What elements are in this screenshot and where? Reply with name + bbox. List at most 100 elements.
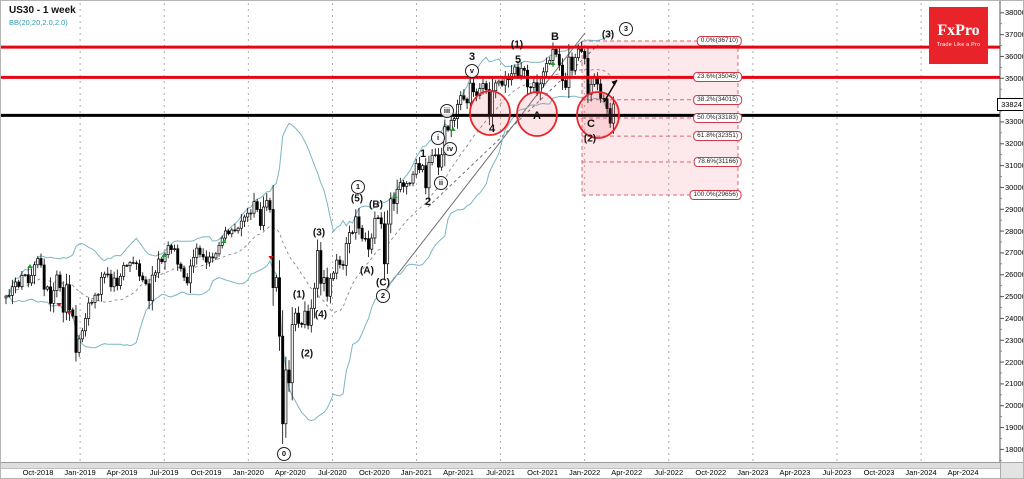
highlight-circle[interactable]: [516, 91, 558, 137]
price-axis-label: 38000: [1005, 8, 1024, 18]
candle-body: [147, 283, 151, 301]
current-price-tag: 33824: [997, 98, 1023, 111]
wave-label-circled[interactable]: ii: [434, 176, 448, 190]
candle-body: [166, 245, 170, 255]
wave-label[interactable]: (2): [300, 348, 314, 360]
wave-label-circled[interactable]: v: [465, 64, 479, 78]
wave-label[interactable]: (5): [350, 193, 364, 205]
candle-body: [478, 88, 482, 96]
candle-body: [29, 275, 33, 284]
wave-label[interactable]: 5: [514, 54, 522, 66]
candle-body: [58, 274, 62, 288]
wave-label[interactable]: (4): [314, 309, 328, 321]
wave-label[interactable]: (C): [376, 277, 390, 289]
candle-body: [119, 275, 122, 286]
symbol-title: US30 - 1 week: [9, 5, 76, 16]
candle-body: [332, 272, 335, 279]
candle-body: [201, 253, 205, 258]
candle-body: [281, 335, 285, 425]
candle-body: [328, 278, 332, 297]
candle-body: [500, 80, 504, 86]
candle-body: [87, 302, 91, 319]
wave-label[interactable]: 3: [468, 51, 476, 63]
wave-label-circled[interactable]: 3: [619, 22, 633, 36]
wave-label[interactable]: (3): [601, 29, 615, 41]
candle-body: [309, 307, 313, 326]
buy-arrow-icon: [550, 61, 556, 65]
candle-body: [112, 277, 116, 288]
candle-body: [287, 369, 291, 384]
wave-label-circled[interactable]: iv: [443, 142, 457, 156]
candle-body: [583, 51, 587, 59]
candle-body: [115, 277, 119, 286]
wave-label[interactable]: (2): [583, 133, 597, 145]
candle-body: [497, 80, 501, 84]
candle-body: [389, 198, 393, 225]
wave-label[interactable]: 4: [488, 123, 496, 135]
wave-label[interactable]: (A): [360, 265, 374, 277]
candle-body: [179, 263, 183, 269]
time-axis-label: Jul-2019: [149, 468, 179, 477]
wave-label-circled[interactable]: iii: [440, 104, 454, 118]
candle-body: [452, 118, 456, 121]
candle-body: [173, 248, 176, 250]
time-axis-label: Jan-2020: [232, 468, 264, 477]
candle-body: [103, 273, 107, 278]
candle-body: [529, 86, 533, 88]
candle-body: [249, 212, 253, 215]
candle-body: [217, 245, 221, 255]
price-axis-label: 35000: [1005, 73, 1024, 83]
price-axis-label: 22000: [1005, 357, 1024, 367]
candle-body: [532, 82, 536, 88]
sell-arrow-icon: [66, 311, 72, 315]
candle-body: [17, 281, 21, 287]
candle-body: [99, 276, 103, 295]
fxpro-logo-text: FxPro: [937, 22, 980, 39]
candle-body: [580, 48, 584, 52]
candle-body: [125, 265, 129, 267]
candle-body: [430, 155, 434, 163]
candle-body: [357, 216, 361, 229]
candle-body: [370, 237, 374, 250]
candle-body: [611, 103, 615, 124]
price-axis-label: 28000: [1005, 226, 1024, 236]
candle-body: [223, 230, 227, 239]
fibonacci-level-label: 38.2%(34015): [693, 94, 742, 105]
wave-label[interactable]: (B): [369, 199, 383, 211]
candle-body: [14, 281, 17, 288]
candle-body: [230, 229, 234, 235]
candle-body: [554, 48, 558, 55]
wave-label-circled[interactable]: 1: [351, 180, 365, 194]
candle-body: [519, 67, 523, 77]
candle-body: [293, 312, 297, 325]
time-axis-scrollbar[interactable]: [1, 462, 1000, 469]
candle-body: [472, 82, 475, 93]
buy-arrow-icon: [392, 194, 398, 198]
price-axis-label: 27000: [1005, 248, 1024, 258]
wave-label-circled[interactable]: 0: [277, 447, 291, 461]
bollinger-lower-band: [5, 95, 614, 422]
wave-label[interactable]: A: [533, 110, 541, 122]
wave-label[interactable]: (3): [312, 227, 326, 239]
price-axis-label: 20000: [1005, 401, 1024, 411]
candle-body: [290, 324, 294, 384]
highlight-circle[interactable]: [469, 90, 511, 136]
candle-body: [138, 263, 142, 277]
wave-label[interactable]: (1): [510, 39, 524, 51]
candle-body: [522, 67, 526, 71]
highlight-circle[interactable]: [576, 91, 620, 139]
wave-label[interactable]: 2: [424, 196, 432, 208]
indicator-label: BB(20,20,2.0,2.0): [9, 18, 68, 27]
wave-label[interactable]: B: [551, 31, 559, 43]
wave-label-circled[interactable]: i: [431, 131, 445, 145]
buy-arrow-icon: [161, 253, 167, 257]
wave-label[interactable]: 1: [419, 148, 427, 160]
wave-label[interactable]: (1): [292, 289, 306, 301]
candle-body: [214, 253, 218, 259]
wave-label-circled[interactable]: 2: [376, 289, 390, 303]
candle-body: [109, 273, 113, 288]
wave-label[interactable]: C: [587, 118, 595, 130]
candle-body: [198, 247, 202, 255]
price-axis-label: 18000: [1005, 444, 1024, 454]
